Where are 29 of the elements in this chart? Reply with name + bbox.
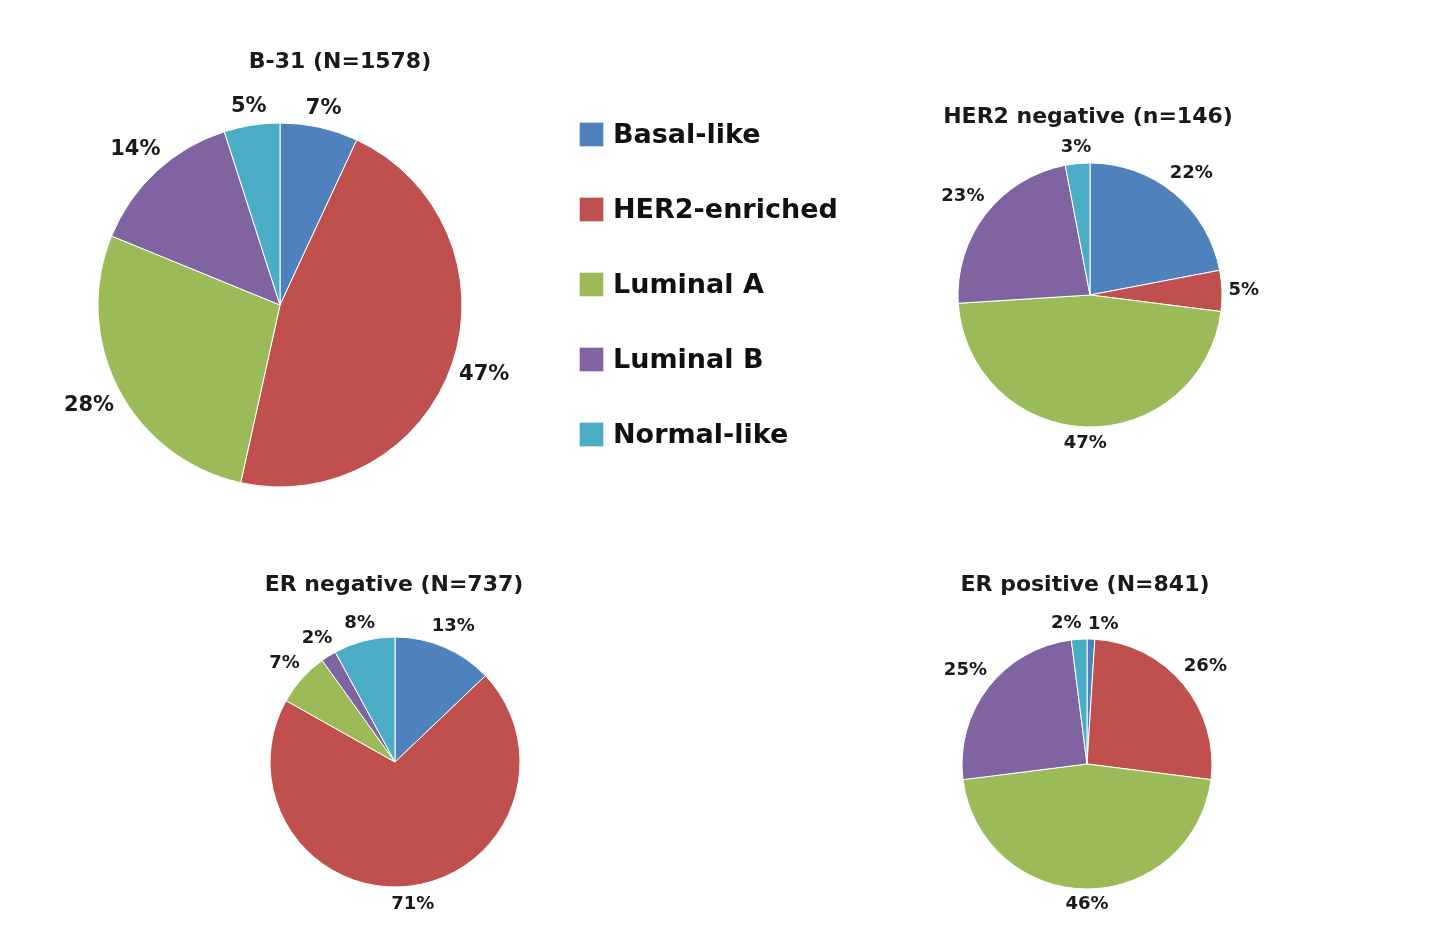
- data-label: 26%: [1183, 654, 1227, 676]
- data-label: 3%: [1060, 135, 1092, 157]
- data-label: 14%: [110, 135, 161, 160]
- data-label: 7%: [269, 650, 300, 672]
- legend-label: Luminal B: [613, 342, 764, 374]
- legend-label: Normal-like: [613, 417, 789, 449]
- chart-title: B-31 (N=1578): [248, 48, 432, 73]
- legend-label: HER2-enriched: [613, 192, 838, 224]
- data-label: 22%: [1169, 160, 1213, 182]
- data-label: 2%: [1051, 611, 1082, 633]
- legend-label: Basal-like: [613, 117, 761, 149]
- chart-title: ER positive (N=841): [960, 571, 1210, 596]
- data-label: 2%: [301, 625, 333, 647]
- chart-title: HER2 negative (n=146): [943, 103, 1233, 128]
- data-label: 23%: [941, 184, 985, 206]
- data-label: 1%: [1087, 611, 1119, 633]
- chart-title: ER negative (N=737): [264, 571, 524, 596]
- data-label: 28%: [63, 391, 115, 416]
- data-label: 5%: [1228, 278, 1259, 300]
- data-label: 8%: [344, 610, 375, 632]
- data-label: 25%: [943, 657, 987, 679]
- data-label: 5%: [231, 93, 267, 118]
- data-label: 46%: [1065, 892, 1109, 913]
- data-label: 47%: [1063, 430, 1107, 452]
- data-label: 71%: [391, 891, 435, 913]
- data-label: 47%: [459, 361, 510, 386]
- data-label: 13%: [431, 614, 475, 636]
- legend-label: Luminal A: [613, 267, 764, 299]
- data-label: 7%: [305, 94, 342, 119]
